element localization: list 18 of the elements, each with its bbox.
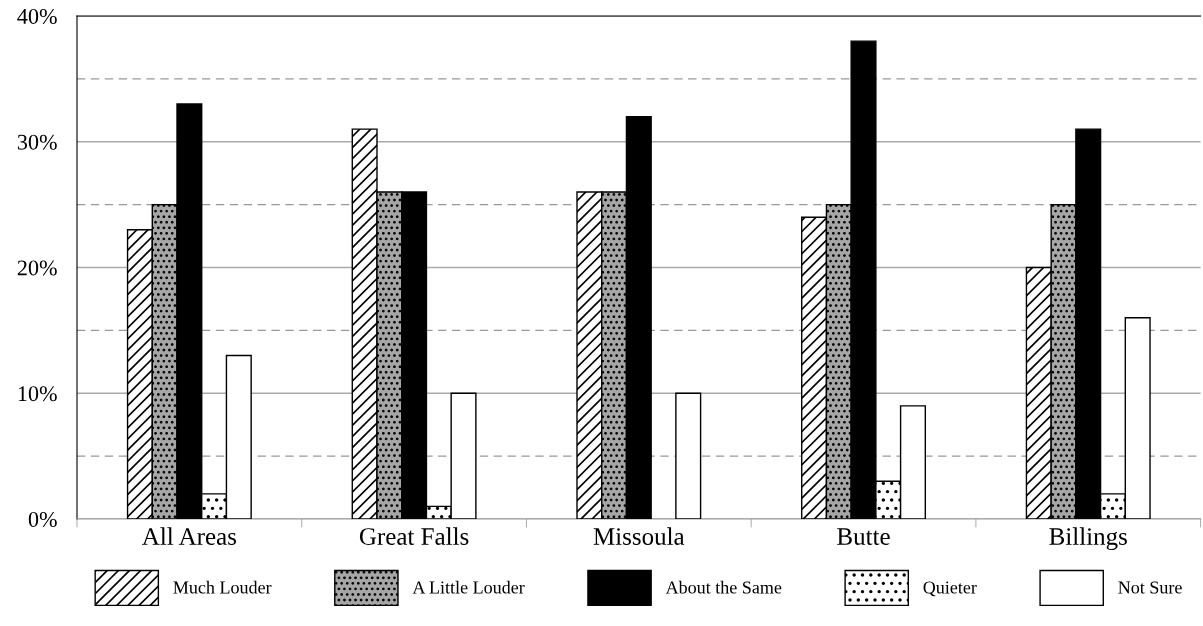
y-tick-label: 20% (17, 260, 57, 276)
x-tick-label: All Areas (142, 527, 237, 545)
bar (899, 405, 927, 519)
x-tick-label: Billings (1049, 527, 1127, 551)
legend-label: Not Sure (1118, 581, 1182, 594)
legend-label: Quieter (923, 581, 977, 597)
legend-label: A Little Louder (412, 580, 525, 594)
legend-label: Much Louder (173, 580, 272, 594)
bar (675, 392, 702, 519)
y-tick-label: 40% (17, 8, 57, 24)
legend-label: About the Same (665, 580, 782, 594)
x-tick-label: Missoula (593, 527, 685, 545)
y-tick-label: 0% (28, 511, 57, 527)
y-tick-label: 30% (17, 134, 57, 150)
y-tick-label: 10% (18, 386, 57, 402)
x-tick-label: Great Falls (359, 527, 469, 545)
x-tick-label: Butte (837, 528, 890, 545)
bar (450, 392, 477, 519)
